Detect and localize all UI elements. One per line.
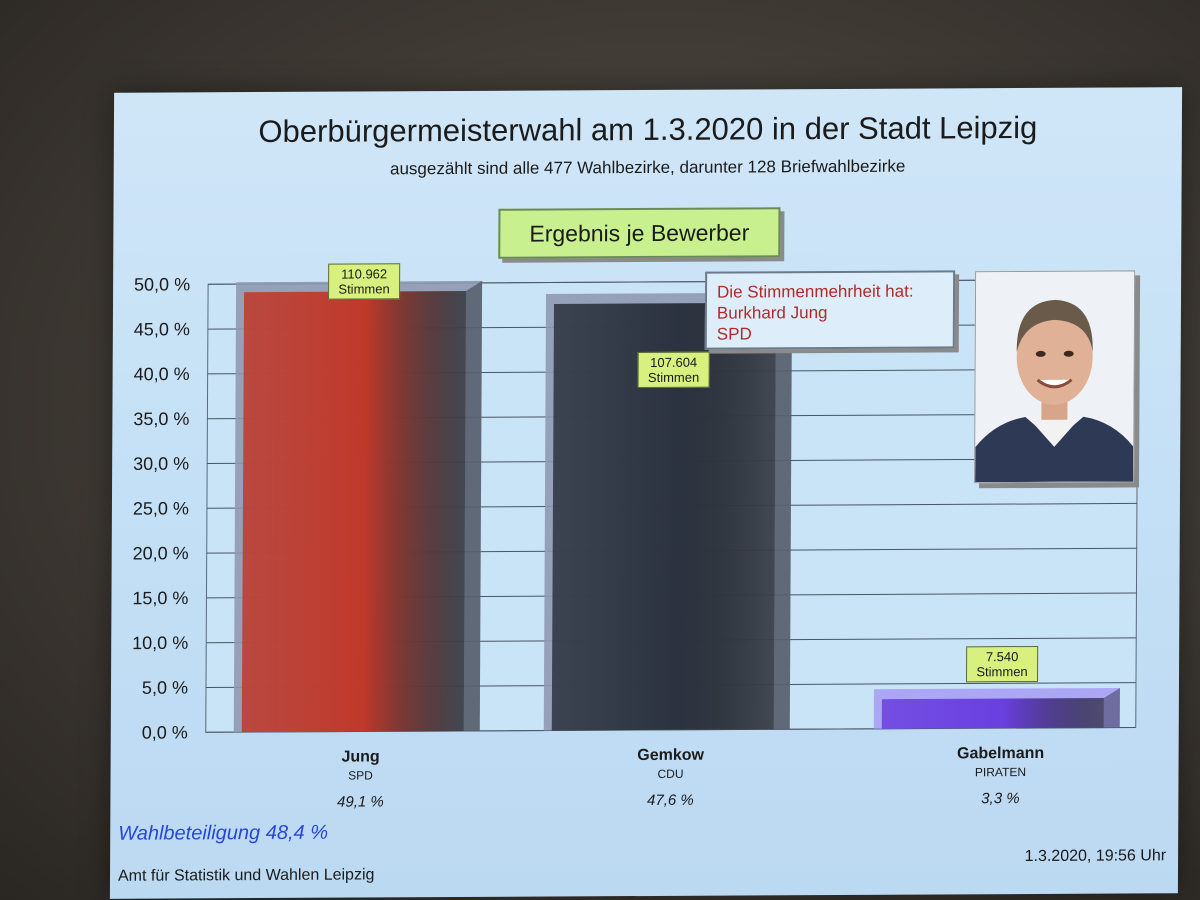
portrait-image — [975, 271, 1135, 483]
bar-side — [463, 280, 483, 731]
votes-label: 7.540 Stimmen — [965, 646, 1039, 683]
presentation-slide: Oberbürgermeisterwahl am 1.3.2020 in der… — [109, 87, 1183, 899]
category-label: Gabelmann — [957, 745, 1044, 762]
y-tick-label: 15,0 % — [132, 588, 188, 608]
votes-unit: Stimmen — [647, 369, 700, 385]
bar-gemkow — [551, 302, 776, 731]
y-tick-label: 20,0 % — [133, 543, 189, 563]
votes-count: 7.540 — [985, 649, 1019, 665]
source-label: Amt für Statistik und Wahlen Leipzig — [117, 866, 375, 885]
category-label: Gemkow — [637, 747, 704, 764]
timestamp-label: 1.3.2020, 19:56 Uhr — [1024, 847, 1167, 866]
votes-label: 107.604 Stimmen — [637, 351, 710, 388]
party-label: CDU — [657, 767, 683, 781]
majority-candidate: Burkhard Jung — [716, 303, 828, 323]
y-tick-label: 25,0 % — [133, 498, 189, 518]
y-tick-label: 40,0 % — [134, 364, 190, 384]
y-tick-label: 30,0 % — [133, 454, 189, 474]
party-label: SPD — [348, 768, 373, 782]
percentage-label: 47,6 % — [647, 792, 694, 809]
y-tick-label: 0,0 % — [142, 722, 188, 742]
bar-side — [1103, 687, 1120, 728]
bar-gabelmann — [881, 698, 1104, 729]
party-label: PIRATEN — [975, 765, 1026, 779]
y-tick-label: 5,0 % — [142, 678, 188, 698]
percentage-label: 3,3 % — [981, 790, 1019, 807]
y-tick-label: 45,0 % — [134, 319, 190, 339]
majority-party: SPD — [716, 324, 752, 344]
votes-count: 107.604 — [650, 354, 698, 370]
percentage-label: 49,1 % — [337, 793, 384, 810]
turnout-label: Wahlbeteiligung 48,4 % — [118, 821, 329, 845]
votes-unit: Stimmen — [976, 664, 1028, 680]
bar-side — [773, 292, 793, 730]
votes-label: 110.962 Stimmen — [328, 263, 401, 300]
y-tick-label: 35,0 % — [133, 409, 189, 429]
category-label: Jung — [341, 748, 379, 765]
candidate-photo — [974, 270, 1136, 484]
majority-callout: Die Stimmenmehrheit hat: Burkhard Jung S… — [704, 270, 956, 350]
bar-jung — [241, 291, 467, 733]
y-tick-label: 50,0 % — [134, 274, 190, 294]
votes-count: 110.962 — [341, 266, 388, 282]
bar-chart: 0,0 % 5,0 % 10,0 % 15,0 % 20,0 % 25,0 % 30,0 %… — [132, 274, 1139, 811]
votes-unit: Stimmen — [338, 281, 390, 297]
y-tick-label: 10,0 % — [132, 633, 188, 653]
majority-heading: Die Stimmenmehrheit hat: — [716, 281, 914, 302]
